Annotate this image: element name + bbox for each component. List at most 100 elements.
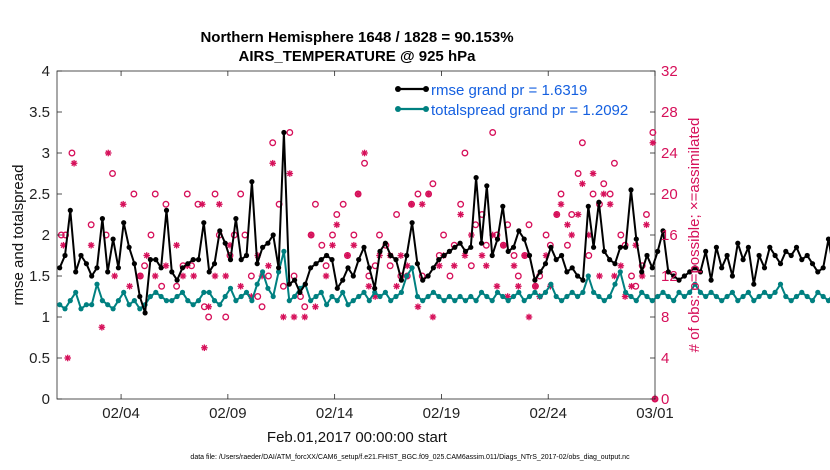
series-1-point xyxy=(398,289,404,295)
legend-spread-label: totalspread grand pr = 1.2092 xyxy=(431,102,628,119)
y2-tick-label: 16 xyxy=(661,227,678,244)
obs-assimilated-point xyxy=(179,272,187,280)
series-1-point xyxy=(324,302,330,308)
series-0-point xyxy=(462,248,469,254)
series-0-point xyxy=(260,244,266,250)
obs-possible-point xyxy=(489,129,497,136)
series-1-point xyxy=(169,298,175,304)
series-0-point xyxy=(350,273,356,279)
obs-assimilated-point xyxy=(216,200,223,208)
series-1-point xyxy=(468,293,474,300)
series-0-point xyxy=(809,261,816,267)
series-1-point xyxy=(628,293,634,300)
series-0-point xyxy=(612,261,618,267)
obs-assimilated-point xyxy=(143,252,150,259)
legend-rmse-label: rmse grand pr = 1.6319 xyxy=(431,82,587,99)
obs-possible-point xyxy=(350,231,358,239)
y2-tick-label: 20 xyxy=(661,186,678,203)
x-tick-label: 02/09 xyxy=(209,405,247,422)
series-0-point xyxy=(78,252,84,259)
series-0-point xyxy=(238,257,244,263)
series-1-point xyxy=(494,289,501,295)
series-1-point xyxy=(676,289,682,295)
series-0-point xyxy=(735,240,741,246)
series-1-point xyxy=(414,293,420,300)
series-1-point xyxy=(276,269,282,275)
obs-assimilated-point xyxy=(557,200,565,208)
series-0-point xyxy=(767,244,773,250)
series-1-point xyxy=(703,293,709,300)
series-0-point xyxy=(206,269,212,275)
series-0-point xyxy=(377,248,383,254)
series-0-point xyxy=(174,277,180,283)
obs-assimilated-point xyxy=(211,272,219,280)
series-1-point xyxy=(121,289,127,295)
series-1-point xyxy=(671,298,677,304)
obs-assimilated-point xyxy=(151,272,159,280)
series-1-point xyxy=(361,289,367,295)
series-1-point xyxy=(489,298,495,304)
series-1-point xyxy=(644,293,650,300)
series-0-point xyxy=(489,252,495,259)
obs-possible-point xyxy=(264,272,272,280)
y2-tick-label: 24 xyxy=(661,145,678,162)
obs-assimilated-point xyxy=(354,190,362,198)
series-1-point xyxy=(233,298,239,304)
obs-assimilated-point xyxy=(307,231,315,239)
obs-possible-point xyxy=(643,211,650,218)
series-1-point xyxy=(78,306,84,312)
series-0-point xyxy=(532,277,538,283)
obs-assimilated-point xyxy=(649,139,657,147)
obs-possible-point xyxy=(279,282,287,290)
series-1-point xyxy=(607,293,613,300)
obs-assimilated-point xyxy=(344,252,351,259)
obs-assimilated-point xyxy=(574,211,582,218)
obs-possible-point xyxy=(211,190,219,198)
series-0-point xyxy=(708,277,714,283)
series-0-point xyxy=(607,257,613,263)
obs-assimilated-point xyxy=(435,262,443,270)
series-0-point xyxy=(729,273,736,279)
obs-assimilated-point xyxy=(617,262,625,270)
series-1-point xyxy=(793,293,800,300)
series-0-point xyxy=(73,269,79,275)
series-0-point xyxy=(83,261,89,267)
series-0-point xyxy=(329,257,335,263)
series-0-point xyxy=(243,252,250,259)
series-1-point xyxy=(334,298,340,304)
series-1-point xyxy=(617,269,623,275)
series-0-point xyxy=(286,281,292,287)
series-1-point xyxy=(532,289,538,295)
series-1-point xyxy=(126,302,132,308)
obs-possible-point xyxy=(393,211,401,218)
obs-possible-point xyxy=(87,221,95,229)
series-0-point xyxy=(340,277,346,283)
obs-possible-point xyxy=(457,200,465,208)
obs-assimilated-point xyxy=(162,262,170,270)
obs-possible-point xyxy=(429,180,437,188)
series-0-point xyxy=(687,269,693,275)
obs-possible-point xyxy=(585,252,593,259)
obs-assimilated-point xyxy=(286,170,294,177)
series-0-point xyxy=(564,269,570,275)
series-0-point xyxy=(249,179,255,185)
y-tick-label: 0.5 xyxy=(29,350,50,367)
obs-possible-point xyxy=(141,262,149,270)
series-0-point xyxy=(500,203,506,209)
legend-rmse-marker-left xyxy=(395,86,401,92)
series-1-point xyxy=(292,293,298,300)
series-1-point xyxy=(153,289,159,295)
series-0-point xyxy=(302,281,308,287)
obs-assimilated-point xyxy=(222,272,230,280)
obs-assimilated-point xyxy=(564,221,571,229)
obs-assimilated-point xyxy=(119,200,127,208)
series-0-point xyxy=(788,252,794,259)
series-0-point xyxy=(697,269,704,275)
obs-assimilated-point xyxy=(265,262,272,270)
obs-possible-point xyxy=(109,170,116,177)
series-0-point xyxy=(457,240,463,246)
series-0-point xyxy=(169,269,175,275)
series-0-point xyxy=(185,261,191,267)
series-1-point xyxy=(804,293,810,300)
series-0-point xyxy=(575,273,581,279)
